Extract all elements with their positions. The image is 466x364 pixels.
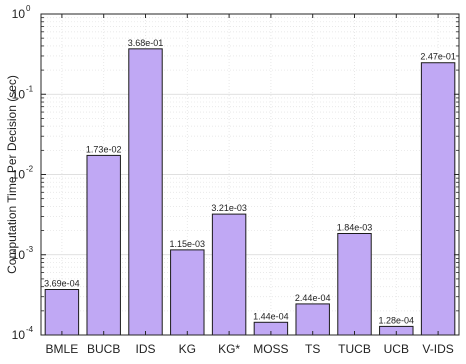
bars	[44, 48, 456, 336]
data-label: 3.69e-04	[44, 278, 80, 288]
x-tick-label: KG	[179, 342, 196, 356]
y-tick-exponent: -4	[26, 325, 34, 334]
data-label: 2.47e-01	[420, 52, 456, 62]
y-tick-label: 10	[12, 328, 26, 342]
data-label: 3.68e-01	[128, 38, 164, 48]
x-tick-label: TUCB	[338, 342, 371, 356]
data-label: 1.84e-03	[337, 222, 373, 232]
data-label: 1.15e-03	[170, 239, 206, 249]
bar-ids	[128, 48, 163, 336]
data-label: 1.44e-04	[253, 311, 289, 321]
x-tick-label: TS	[305, 342, 320, 356]
x-tick-label: BMLE	[46, 342, 79, 356]
axis-ticks	[41, 13, 459, 336]
x-tick-label: KG*	[218, 342, 240, 356]
y-tick-exponent: -3	[26, 245, 34, 254]
bar-bmle	[44, 288, 80, 336]
y-tick-exponent: -1	[26, 84, 34, 93]
bar-kg-	[211, 213, 247, 336]
bar-v-ids	[420, 62, 456, 336]
y-tick-label: 10	[12, 248, 26, 262]
y-tick-exponent: 0	[26, 4, 31, 13]
y-tick-label: 10	[12, 7, 26, 21]
bar-ts	[295, 303, 330, 336]
data-label: 1.28e-04	[379, 315, 415, 325]
bar-tucb	[337, 232, 372, 336]
data-labels: 3.69e-04 1.73e-02 3.68e-01 1.15e-03 3.21e-03…	[44, 38, 456, 326]
x-tick-labels: BMLE BUCB IDS KG KG* MOSS TS TUCB UCB V-IDS	[46, 342, 454, 356]
data-label: 2.44e-04	[295, 293, 331, 303]
data-label: 3.21e-03	[211, 203, 247, 213]
y-tick-label: 10	[12, 168, 26, 182]
x-tick-label: V-IDS	[422, 342, 453, 356]
y-tick-label: 10	[12, 87, 26, 101]
x-tick-label: IDS	[135, 342, 155, 356]
x-tick-label: MOSS	[253, 342, 288, 356]
y-axis-label: Computation Time Per Decision (sec)	[5, 75, 19, 274]
x-tick-label: UCB	[384, 342, 409, 356]
data-label: 1.73e-02	[86, 144, 122, 154]
bar-bucb	[86, 154, 121, 336]
y-tick-exponent: -2	[26, 165, 34, 174]
bar-kg	[170, 249, 205, 336]
x-tick-label: BUCB	[87, 342, 120, 356]
